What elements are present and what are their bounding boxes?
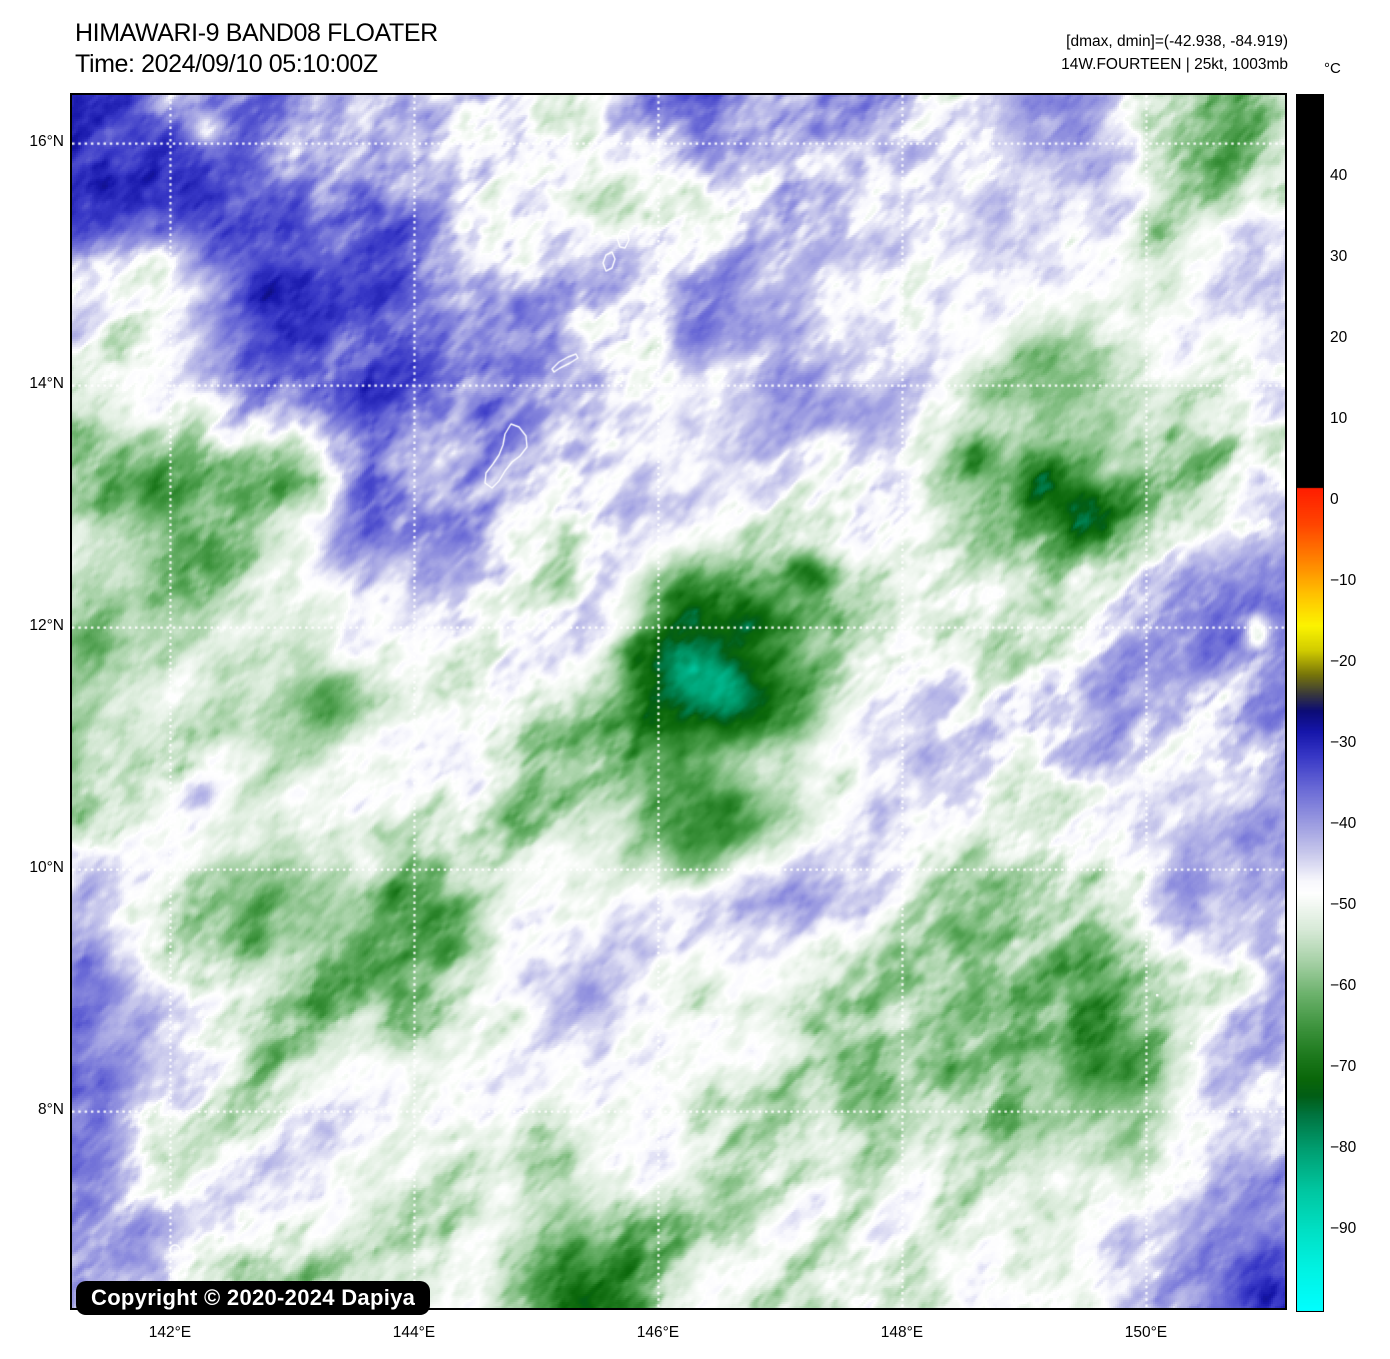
colorbar-tick-label: −30 [1330,734,1357,752]
colorbar-tick-label: 10 [1330,409,1348,427]
x-axis-tick-label: 142°E [148,1324,192,1341]
storm-info: 14W.FOURTEEN | 25kt, 1003mb [1061,56,1288,73]
colorbar-tick-label: 0 [1330,490,1339,508]
x-axis-tick-label: 146°E [636,1324,680,1341]
dmax-dmin-readout: [dmax, dmin]=(-42.938, -84.919) [1066,33,1288,50]
y-axis-tick-label: 16°N [29,133,64,151]
colorbar-tick-label: −10 [1330,571,1357,589]
colorbar-tick-label: −20 [1330,652,1357,670]
colorbar-tick-label: 30 [1330,247,1348,265]
colorbar-tick-label: 40 [1330,166,1348,184]
colorbar-gradient [1297,95,1323,1311]
x-axis-tick-label: 150°E [1124,1324,1168,1341]
colorbar-tick-label: −40 [1330,815,1357,833]
title-block: HIMAWARI-9 BAND08 FLOATER Time: 2024/09/… [75,18,438,80]
timestamp: Time: 2024/09/10 05:10:00Z [75,50,378,78]
colorbar-tick-label: −80 [1330,1139,1357,1157]
colorbar-tick-label: 20 [1330,328,1348,346]
colorbar-tick-label: −90 [1330,1220,1357,1238]
colorbar-unit-label: °C [1324,60,1341,77]
colorbar-tick-label: −50 [1330,896,1357,914]
y-axis-tick-label: 12°N [29,617,64,635]
colorbar-tick-label: −60 [1330,977,1357,995]
y-axis-tick-label: 14°N [29,375,64,393]
colorbar [1296,94,1324,1312]
satellite-map [70,93,1287,1310]
colorbar-tick-label: −70 [1330,1058,1357,1076]
x-axis-tick-label: 148°E [880,1324,924,1341]
x-axis-tick-label: 144°E [392,1324,436,1341]
copyright-badge: Copyright © 2020-2024 Dapiya [76,1281,431,1315]
page-title: HIMAWARI-9 BAND08 FLOATER [75,19,438,47]
gridlines-coastlines-overlay [72,95,1285,1308]
y-axis-tick-label: 8°N [37,1101,64,1119]
header-readouts: [dmax, dmin]=(-42.938, -84.919) 14W.FOUR… [1061,30,1288,76]
y-axis-tick-label: 10°N [29,859,64,877]
